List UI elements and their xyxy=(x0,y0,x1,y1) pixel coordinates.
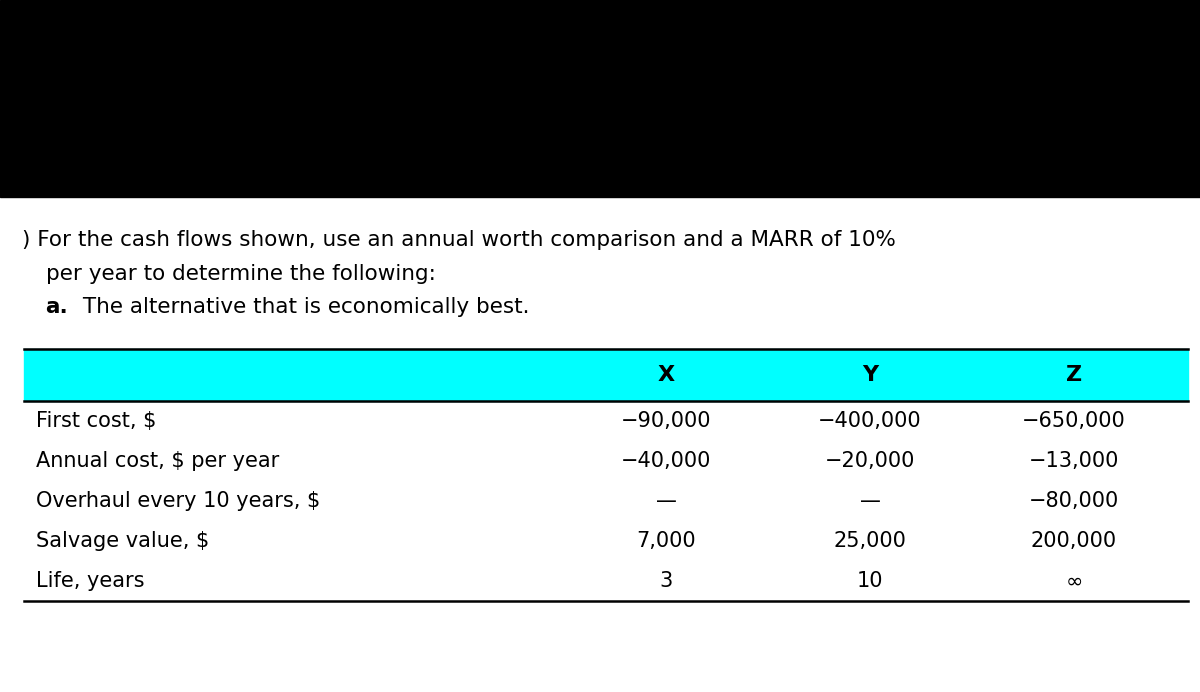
Text: −20,000: −20,000 xyxy=(824,451,916,471)
Text: The alternative that is economically best.: The alternative that is economically bes… xyxy=(76,297,529,317)
Text: −650,000: −650,000 xyxy=(1022,411,1126,430)
Text: Overhaul every 10 years, $: Overhaul every 10 years, $ xyxy=(36,491,320,511)
Text: −90,000: −90,000 xyxy=(620,411,712,430)
Text: −80,000: −80,000 xyxy=(1028,491,1120,511)
Text: ) For the cash flows shown, use an annual worth comparison and a MARR of 10%: ) For the cash flows shown, use an annua… xyxy=(22,230,895,251)
Text: 200,000: 200,000 xyxy=(1031,531,1117,551)
Text: First cost, $: First cost, $ xyxy=(36,411,156,430)
Text: −400,000: −400,000 xyxy=(818,411,922,430)
Text: a.: a. xyxy=(46,297,68,317)
Text: Annual cost, $ per year: Annual cost, $ per year xyxy=(36,451,280,471)
Text: ∞: ∞ xyxy=(1066,572,1082,591)
Text: Y: Y xyxy=(862,365,878,385)
Text: Life, years: Life, years xyxy=(36,572,144,591)
Bar xyxy=(24,349,1188,401)
Text: X: X xyxy=(658,365,674,385)
Text: —: — xyxy=(859,491,881,511)
Text: per year to determine the following:: per year to determine the following: xyxy=(46,264,436,284)
Text: 3: 3 xyxy=(659,572,673,591)
Text: 10: 10 xyxy=(857,572,883,591)
Text: Z: Z xyxy=(1066,365,1082,385)
Text: 7,000: 7,000 xyxy=(636,531,696,551)
Text: −40,000: −40,000 xyxy=(620,451,712,471)
Text: −13,000: −13,000 xyxy=(1028,451,1120,471)
Text: Salvage value, $: Salvage value, $ xyxy=(36,531,209,551)
Text: —: — xyxy=(655,491,677,511)
Text: 25,000: 25,000 xyxy=(834,531,906,551)
Bar xyxy=(0,0,1200,197)
